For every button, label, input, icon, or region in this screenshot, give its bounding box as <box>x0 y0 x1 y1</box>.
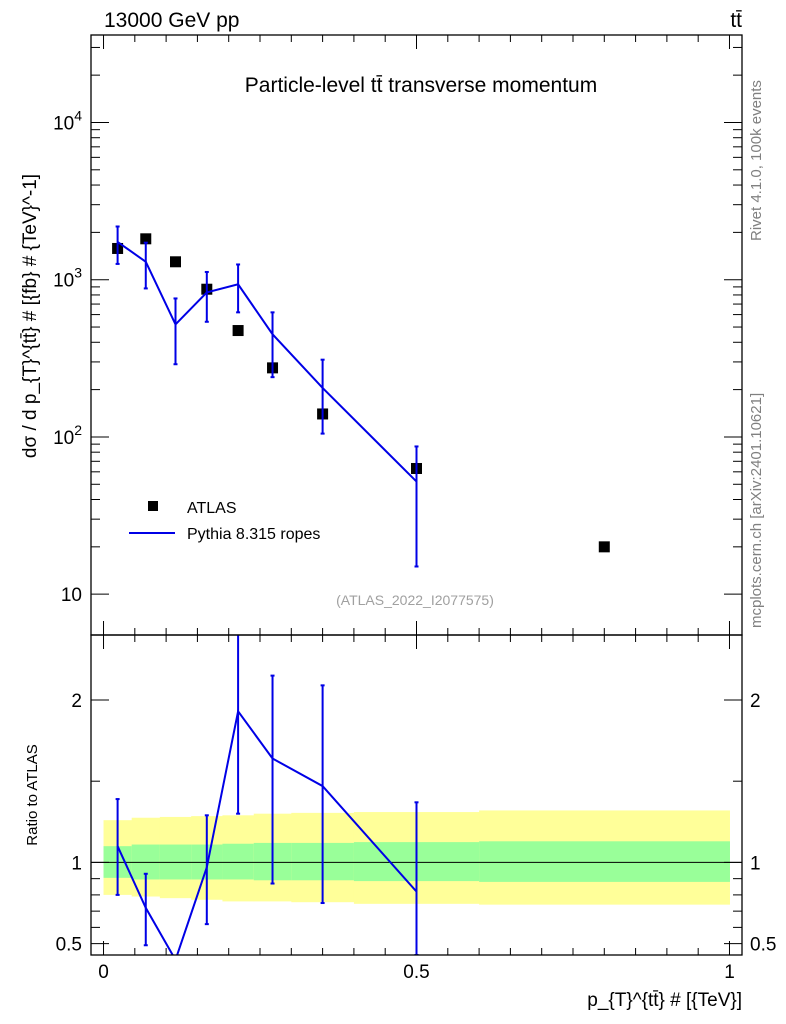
ratio-ytick-label-left: 2 <box>71 691 82 712</box>
ratio-ytick-label-right: 1 <box>750 853 761 874</box>
ratio-ytick-label-left: 0.5 <box>56 935 82 956</box>
ratio-panel: 0.5 0.51 12 2 0 0.5 1 Ratio to ATLAS p_{T}^{t… <box>24 634 777 1011</box>
x-axis-label: p_{T}^{tt̄} # [{TeV}] <box>587 990 742 1011</box>
pythia-line <box>117 241 418 483</box>
ratio-ytick-label-right: 2 <box>750 691 761 712</box>
main-ylabel: dσ / d p_{T}^{tt̄} # [{fb} # {TeV}^-1] <box>20 174 41 458</box>
main-series <box>112 225 610 568</box>
ratio-pythia-line <box>116 708 418 955</box>
rivet-version-label: Rivet 4.1.0, 100k events <box>748 80 765 241</box>
main-ytick-label: 104 <box>53 107 82 134</box>
legend-atlas-label: ATLAS <box>187 500 237 517</box>
ratio-band-green <box>479 841 730 882</box>
ratio-ticks <box>91 635 742 955</box>
legend: ATLAS Pythia 8.315 ropes <box>129 500 320 543</box>
header-energy-label: 13000 GeV pp <box>104 9 239 32</box>
ratio-band-green <box>222 843 255 880</box>
main-ytick-label: 103 <box>53 265 82 292</box>
atlas-point <box>170 256 182 268</box>
main-ytick-label: 10 <box>61 585 82 606</box>
ratio-ytick-labels: 0.5 0.5 1 1 2 2 <box>56 691 777 956</box>
atlas-point <box>140 233 152 245</box>
main-ytick-label: 102 <box>53 422 82 449</box>
legend-atlas-marker <box>148 501 158 511</box>
xtick-labels: 0 0.5 1 <box>98 962 735 983</box>
watermark: (ATLAS_2022_I2077575) <box>336 592 494 608</box>
ratio-frame <box>90 634 743 956</box>
header-process-label: tt̄ <box>730 9 742 32</box>
mcplots-label: mcplots.cern.ch [arXiv:2401.10621] <box>748 393 765 628</box>
main-panel: 10 102 103 104 Particle-level tt̄ transvers… <box>20 34 743 636</box>
xtick-label: 1 <box>724 962 735 983</box>
main-ytick-labels: 10 102 103 104 <box>53 107 82 606</box>
main-ticks <box>91 35 742 635</box>
atlas-point <box>232 325 244 337</box>
xtick-label: 0.5 <box>403 962 429 983</box>
ratio-ytick-label-left: 1 <box>71 853 82 874</box>
ratio-ytick-label-right: 0.5 <box>750 935 776 956</box>
xtick-label: 0 <box>98 962 109 983</box>
legend-pythia-label: Pythia 8.315 ropes <box>187 526 320 543</box>
main-title: Particle-level tt̄ transverse momentum <box>245 74 597 97</box>
ratio-series <box>115 635 419 955</box>
atlas-point <box>598 541 610 553</box>
ratio-ylabel: Ratio to ATLAS <box>24 744 41 845</box>
